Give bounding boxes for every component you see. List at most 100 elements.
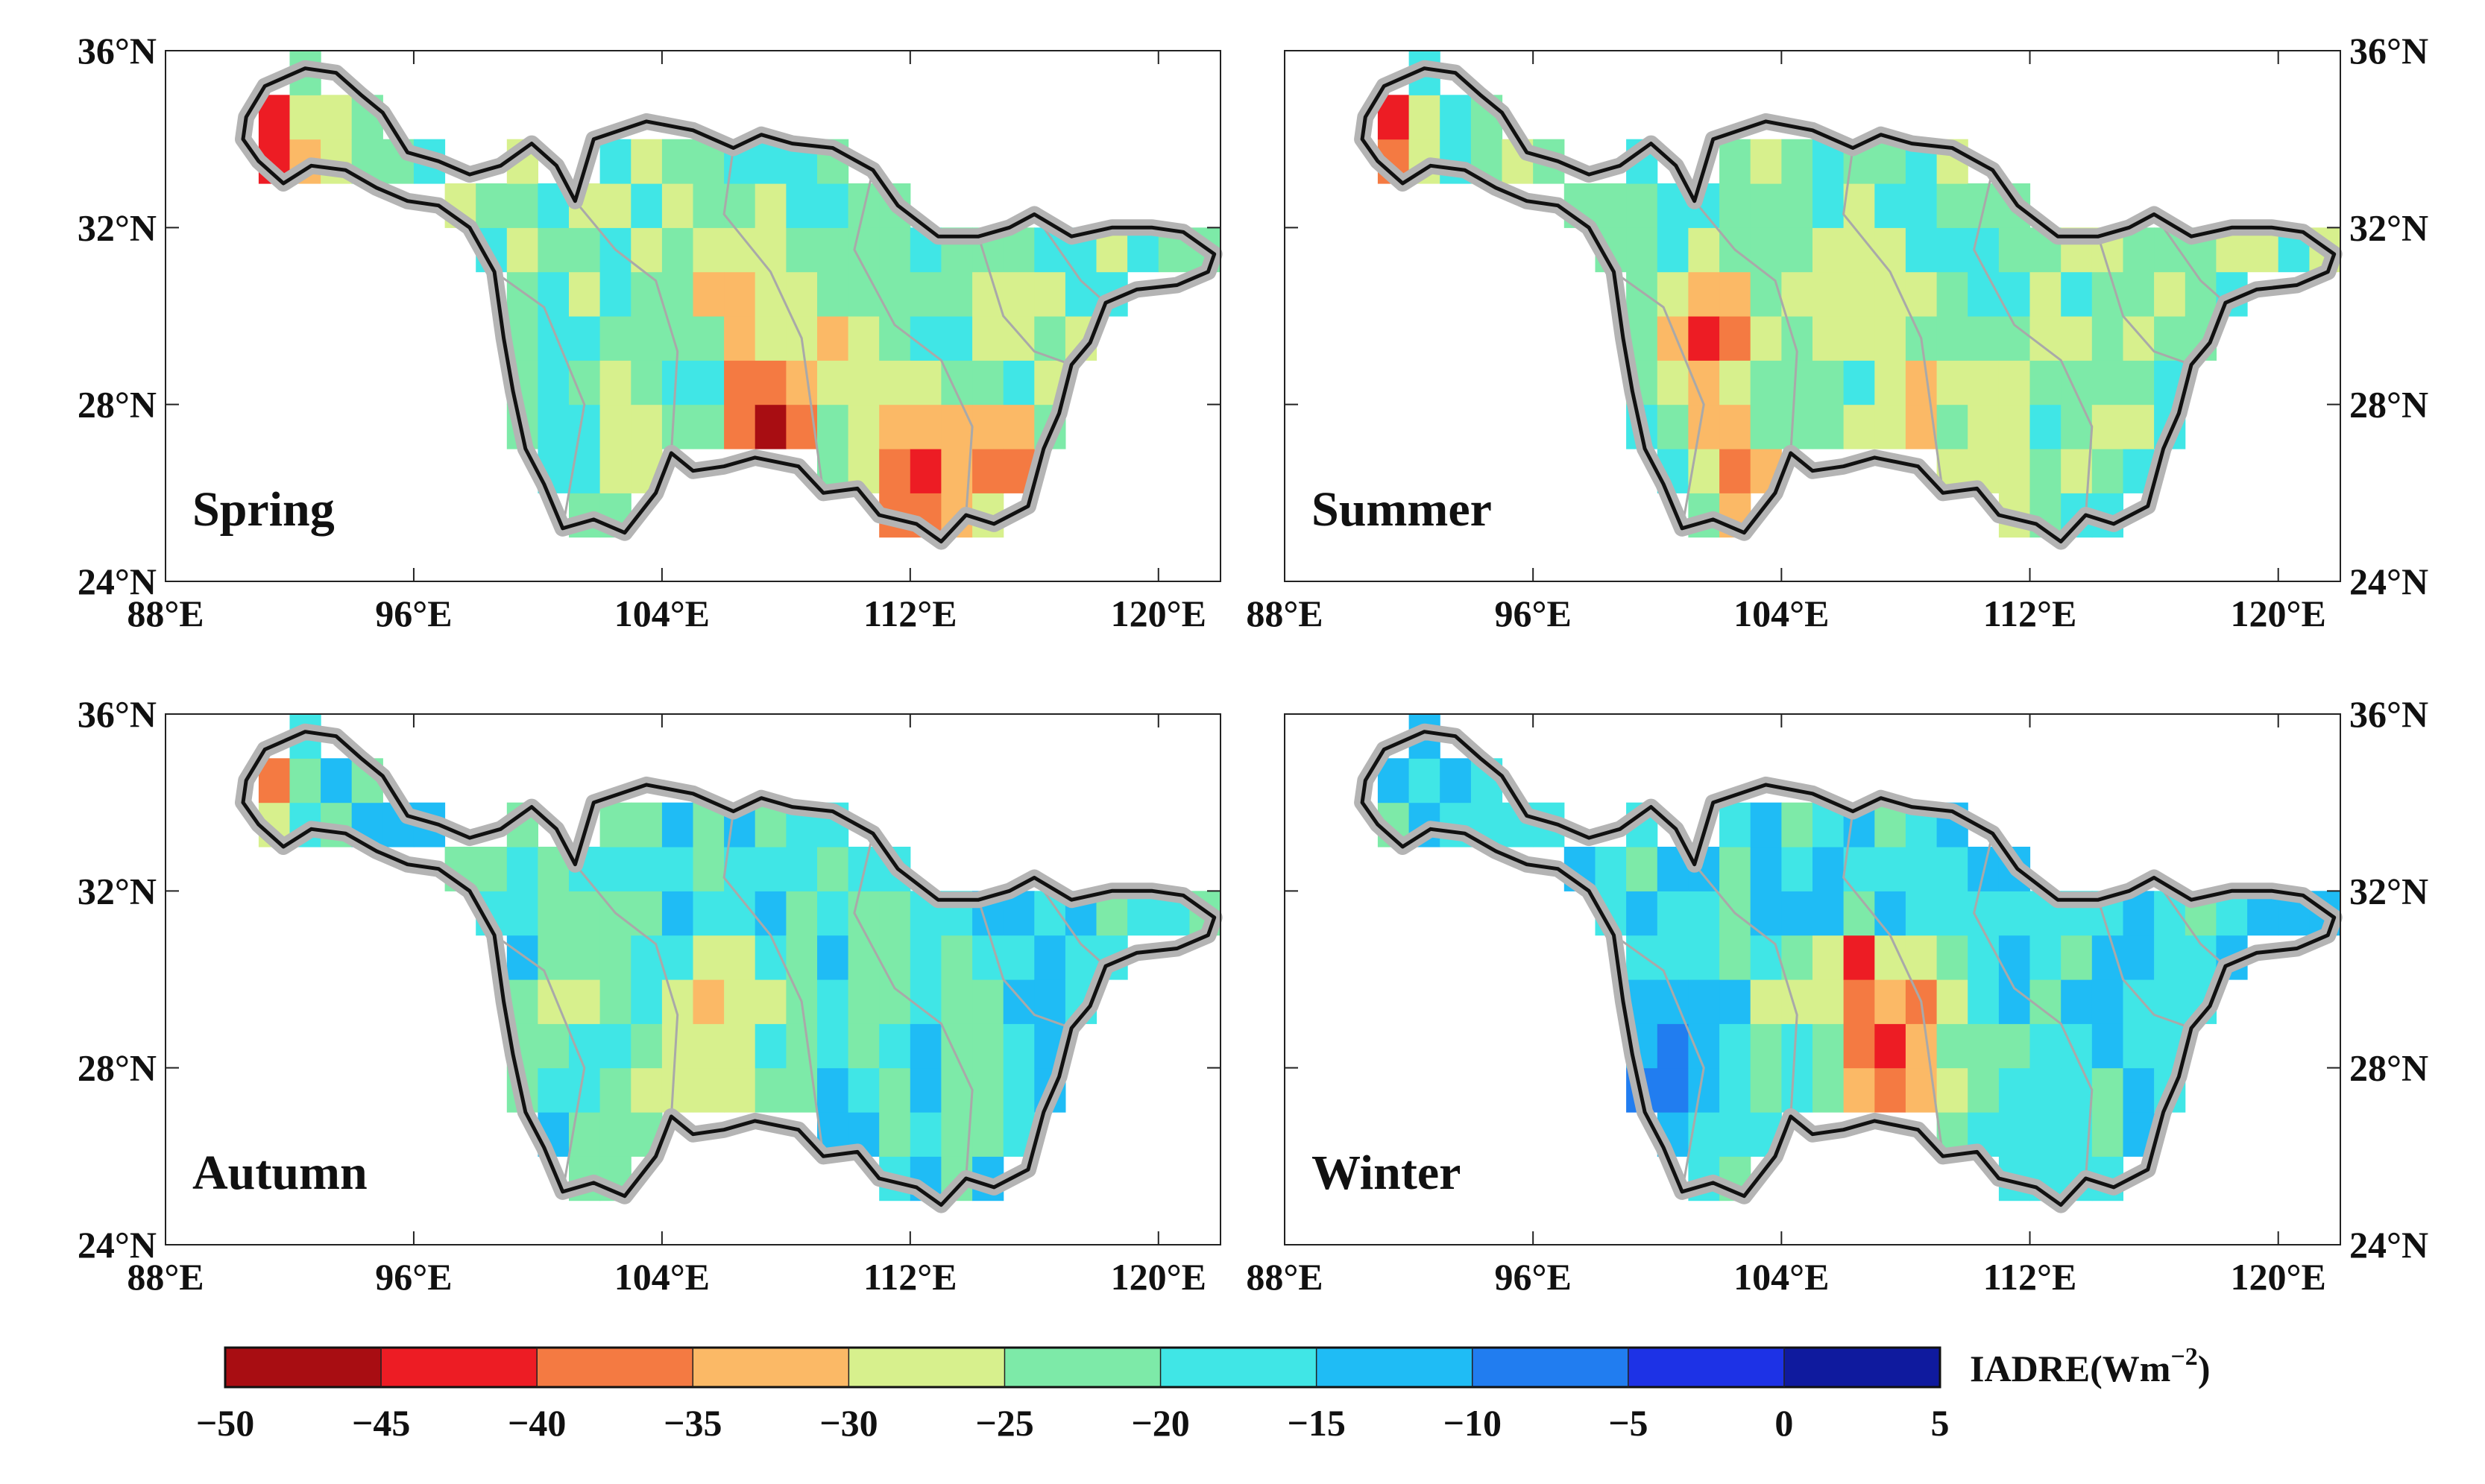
grid-cell xyxy=(1781,1023,1813,1069)
grid-cell xyxy=(1936,316,1968,361)
grid-cell xyxy=(1812,891,1845,936)
grid-cell xyxy=(848,316,880,361)
grid-cell xyxy=(1688,891,1720,936)
grid-cell xyxy=(1968,316,2000,361)
grid-cell xyxy=(661,847,694,891)
lon-tick-label: 112°E xyxy=(1983,1256,2077,1298)
grid-cell xyxy=(506,891,538,936)
province-line xyxy=(2152,213,2226,304)
grid-cell xyxy=(1750,271,1782,317)
grid-cell xyxy=(1781,935,1813,980)
grid-cell xyxy=(661,404,694,449)
grid-cell xyxy=(1688,316,1720,361)
grid-cell xyxy=(972,316,1004,361)
grid-cell xyxy=(972,1112,1004,1157)
grid-cell xyxy=(661,802,694,847)
grid-cell xyxy=(910,360,942,405)
colorbar-segment xyxy=(1160,1348,1317,1387)
grid-cell xyxy=(817,847,849,891)
grid-cell xyxy=(817,316,849,361)
season-label: Autumn xyxy=(192,1146,368,1200)
grid-cell xyxy=(1998,316,2031,361)
grid-cell xyxy=(1719,802,1751,847)
colorbar-segment xyxy=(1628,1348,1785,1387)
grid-cell xyxy=(1874,316,1906,361)
grid-cell xyxy=(1812,1067,1845,1113)
grid-cell xyxy=(2123,360,2155,405)
grid-cell xyxy=(631,802,663,847)
grid-cell xyxy=(2029,1023,2062,1069)
grid-cell xyxy=(2061,979,2093,1024)
grid-cell xyxy=(755,227,787,273)
grid-cell xyxy=(506,935,538,980)
grid-cell xyxy=(1065,271,1097,317)
grid-cell xyxy=(538,360,570,405)
grid-cell xyxy=(1657,271,1689,317)
grid-cell xyxy=(1998,360,2031,405)
grid-cell xyxy=(569,227,601,273)
grid-cell xyxy=(1812,271,1845,317)
grid-cell xyxy=(693,935,725,980)
grid-cell xyxy=(1843,935,1875,980)
grid-cell xyxy=(786,847,818,891)
lon-tick-label: 120°E xyxy=(1111,1256,1206,1298)
grid-cell xyxy=(693,979,725,1024)
grid-cell xyxy=(755,1023,787,1069)
grid-cell xyxy=(1750,360,1782,405)
grid-cell xyxy=(1998,404,2031,449)
grid-cell xyxy=(1812,183,1845,228)
grid-cell xyxy=(661,139,694,184)
province-line xyxy=(574,200,679,453)
grid-cell xyxy=(786,360,818,405)
grid-cell xyxy=(817,227,849,273)
grid-cell xyxy=(1626,847,1658,891)
colorbar: −50 −45 −40 −35 −30 −25 −20 −15 −10 −5 0 5IADRE(Wm−… xyxy=(196,1343,2211,1444)
grid-cell xyxy=(289,95,321,140)
grid-cell xyxy=(1719,1023,1751,1069)
grid-cell xyxy=(631,847,663,891)
grid-cell xyxy=(476,847,508,891)
grid-cell xyxy=(2091,979,2123,1024)
grid-cell xyxy=(1719,271,1751,317)
grid-cell xyxy=(1688,449,1720,493)
grid-cell xyxy=(910,404,942,449)
grid-cell xyxy=(661,891,694,936)
grid-cell xyxy=(910,271,942,317)
grid-cell xyxy=(599,360,632,405)
grid-cell xyxy=(569,360,601,405)
grid-cell xyxy=(817,1067,849,1113)
province-line xyxy=(2097,899,2192,1029)
grid-cell xyxy=(1812,360,1845,405)
grid-cell xyxy=(1003,1023,1035,1069)
grid-cell xyxy=(1750,802,1782,847)
grid-cell xyxy=(538,935,570,980)
grid-cell xyxy=(1874,1067,1906,1113)
colorbar-segment xyxy=(1783,1348,1941,1387)
province-line xyxy=(1842,811,1944,1157)
grid-cell xyxy=(879,227,911,273)
grid-cell xyxy=(631,1067,663,1113)
lon-tick-label: 96°E xyxy=(375,1256,452,1298)
grid-cell xyxy=(1781,360,1813,405)
grid-cell xyxy=(910,1023,942,1069)
lon-tick-label: 112°E xyxy=(863,1256,957,1298)
province-line xyxy=(722,811,825,1157)
grid-cell xyxy=(848,979,880,1024)
colorbar-title: IADRE(Wm−2) xyxy=(1970,1343,2210,1389)
lat-tick-label: 24°N xyxy=(2349,561,2428,602)
grid-cell xyxy=(1968,404,2000,449)
grid-cell xyxy=(879,979,911,1024)
province-line xyxy=(1613,271,1705,529)
colorbar-segment xyxy=(693,1348,849,1387)
grid-cell xyxy=(2029,404,2062,449)
grid-cell xyxy=(1781,847,1813,891)
grid-cell xyxy=(631,360,663,405)
colorbar-segment xyxy=(381,1348,538,1387)
grid-cell xyxy=(1626,935,1658,980)
province-boundaries xyxy=(1613,811,2226,1193)
grid-cell xyxy=(1968,935,2000,980)
grid-cell xyxy=(972,979,1004,1024)
grid-cell xyxy=(972,1023,1004,1069)
grid-cell xyxy=(599,935,632,980)
grid-cell xyxy=(1843,271,1875,317)
